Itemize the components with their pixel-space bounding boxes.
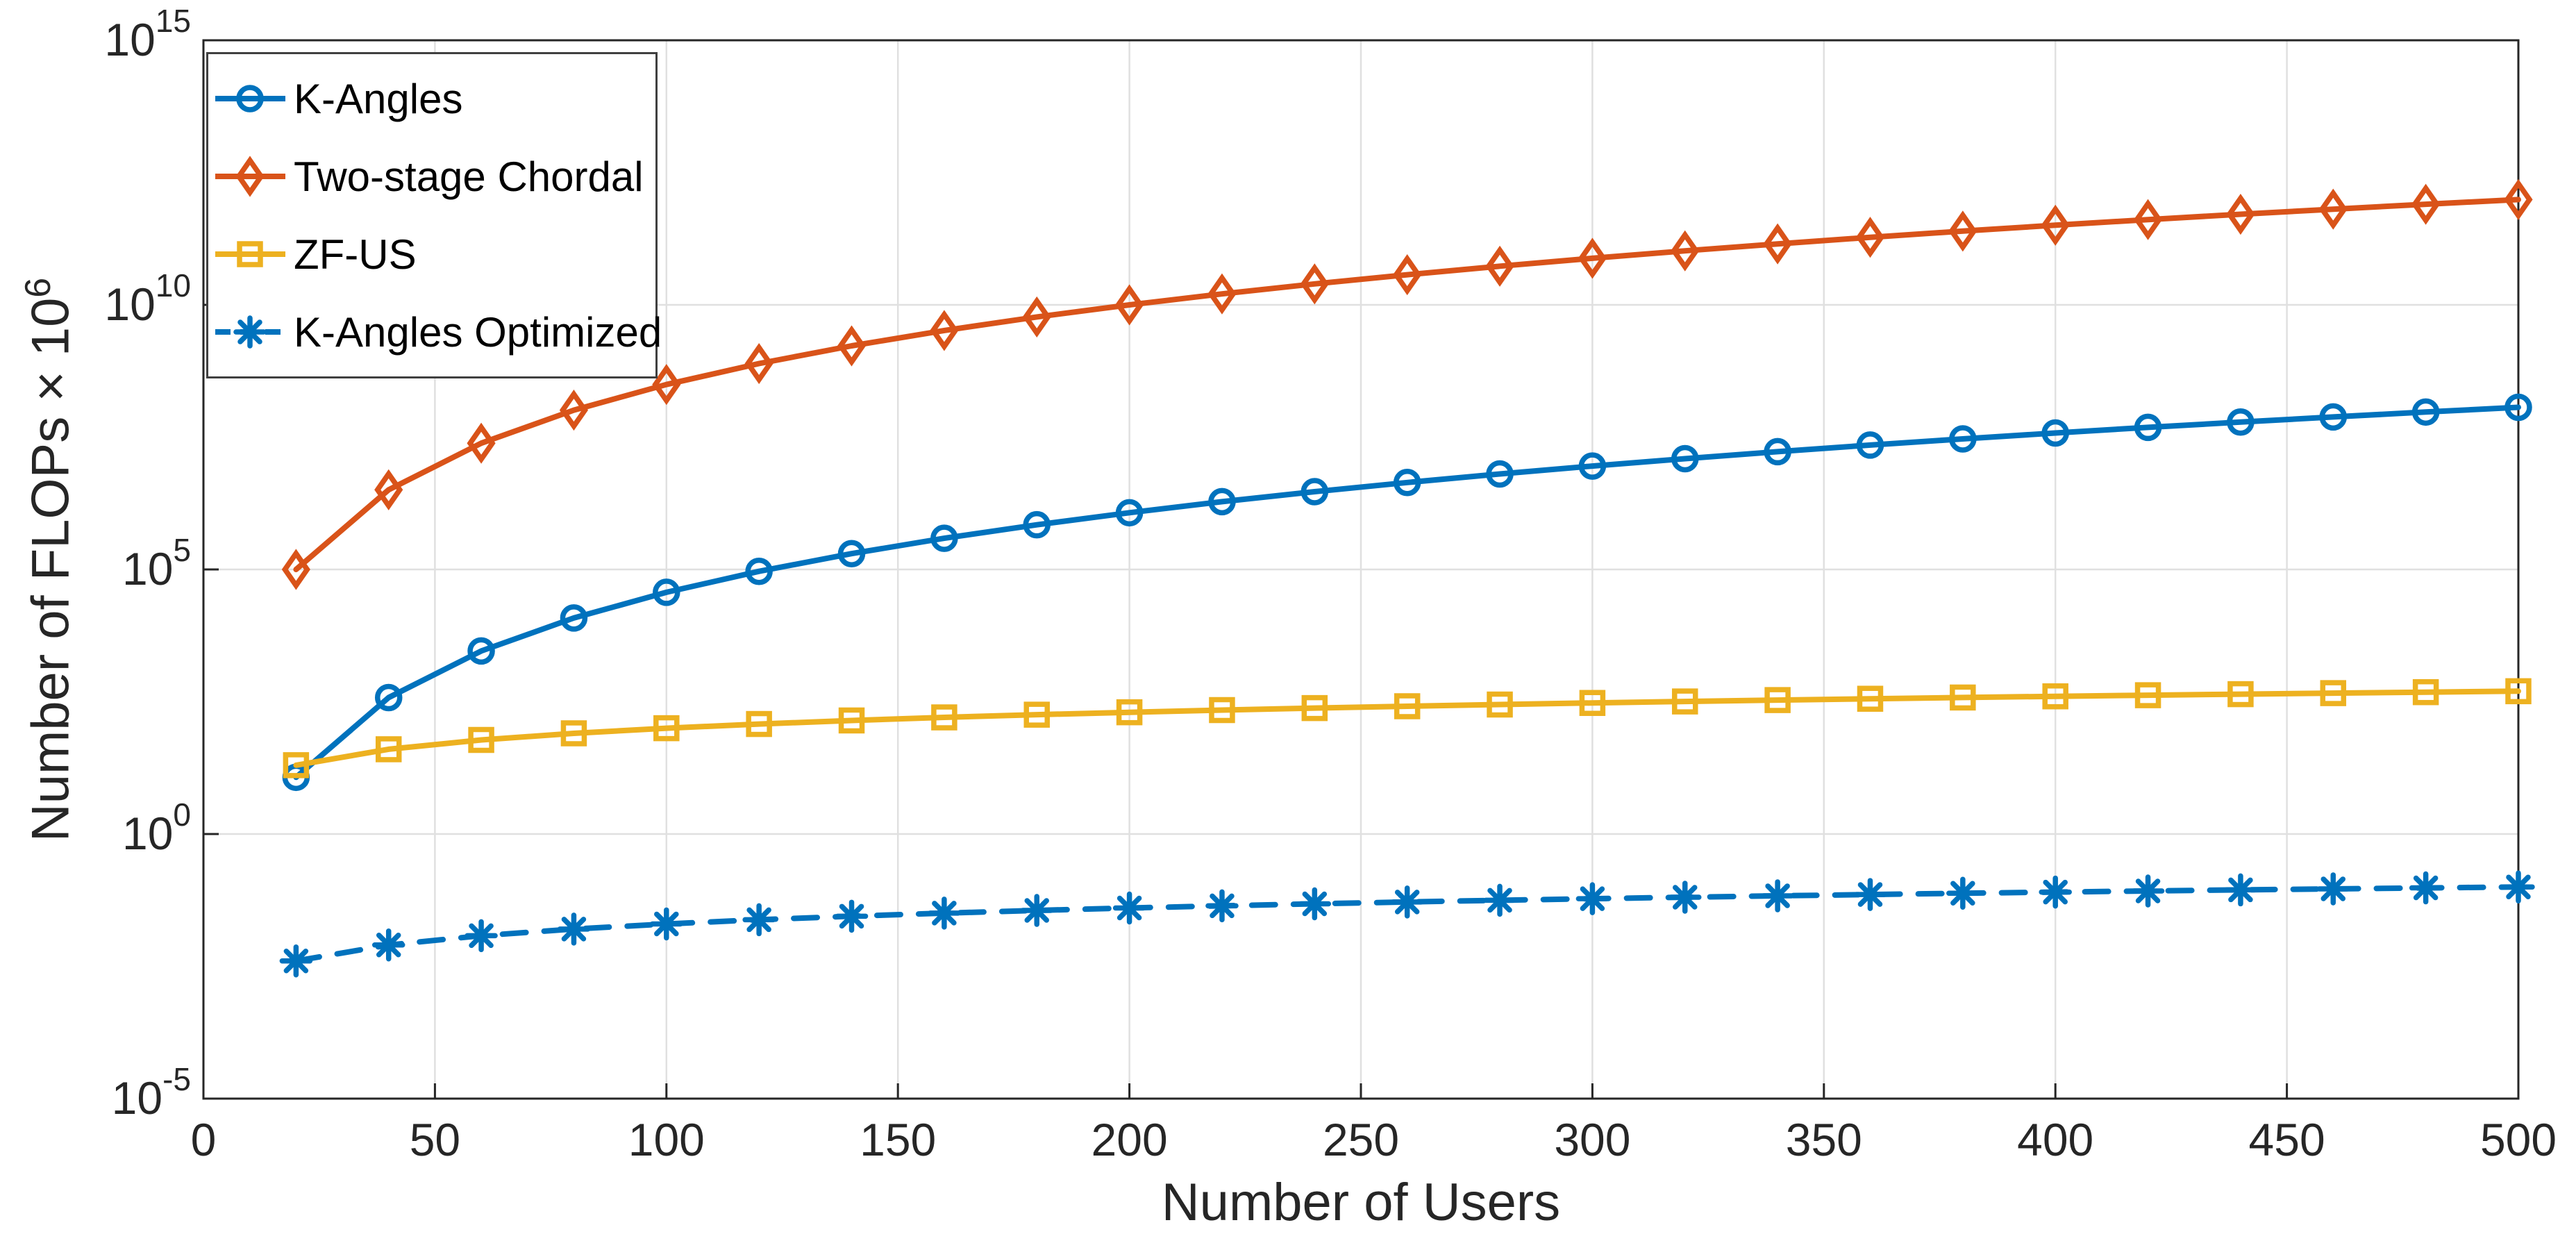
legend-label: Two-stage Chordal bbox=[294, 153, 644, 200]
svg-text:105: 105 bbox=[122, 532, 191, 594]
svg-text:350: 350 bbox=[1786, 1114, 1862, 1165]
svg-text:100: 100 bbox=[628, 1114, 705, 1165]
svg-text:400: 400 bbox=[2017, 1114, 2093, 1165]
svg-text:450: 450 bbox=[2249, 1114, 2325, 1165]
svg-text:1010: 1010 bbox=[104, 267, 191, 330]
legend-item-zf-us: ZF-US bbox=[214, 217, 655, 292]
series-zf-us bbox=[283, 678, 2532, 778]
svg-text:50: 50 bbox=[410, 1114, 460, 1165]
asterisk-marker-icon bbox=[215, 315, 285, 349]
svg-text:100: 100 bbox=[122, 797, 191, 859]
legend-label: ZF-US bbox=[294, 231, 417, 278]
series-k-angles-optimized bbox=[279, 870, 2535, 978]
svg-text:1015: 1015 bbox=[104, 3, 191, 65]
legend: K-Angles Two-stage Chordal ZF-US K-Angle… bbox=[206, 52, 662, 378]
x-axis-label: Number of Users bbox=[1161, 1173, 1561, 1232]
series-two-stage-chordal bbox=[281, 178, 2533, 590]
x-tick-labels: 0 50 100 150 200 250 300 350 400 450 500 bbox=[191, 1114, 2557, 1165]
y-axis-label-exponent: 6 bbox=[17, 277, 58, 298]
svg-text:200: 200 bbox=[1092, 1114, 1168, 1165]
legend-item-k-angles-optimized: K-Angles Optimized bbox=[214, 294, 662, 369]
legend-item-two-stage-chordal: Two-stage Chordal bbox=[214, 139, 655, 214]
series-k-angles bbox=[282, 393, 2532, 792]
svg-text:250: 250 bbox=[1323, 1114, 1399, 1165]
circle-marker-icon bbox=[215, 85, 285, 112]
y-axis-label-text: Number of FLOPs × 10 bbox=[21, 297, 81, 842]
svg-text:150: 150 bbox=[860, 1114, 936, 1165]
svg-text:300: 300 bbox=[1554, 1114, 1630, 1165]
y-tick-labels: 10-5 100 105 1010 1015 bbox=[104, 3, 191, 1124]
diamond-marker-icon bbox=[215, 156, 285, 197]
legend-label: K-Angles Optimized bbox=[294, 308, 662, 356]
legend-label: K-Angles bbox=[294, 75, 463, 122]
axes-box bbox=[202, 39, 2520, 1100]
svg-text:10-5: 10-5 bbox=[112, 1061, 191, 1124]
svg-text:500: 500 bbox=[2480, 1114, 2557, 1165]
legend-item-k-angles: K-Angles bbox=[214, 61, 655, 136]
y-axis-label: Number of FLOPs × 106 bbox=[17, 143, 83, 976]
square-marker-icon bbox=[215, 241, 285, 267]
svg-text:0: 0 bbox=[191, 1114, 217, 1165]
